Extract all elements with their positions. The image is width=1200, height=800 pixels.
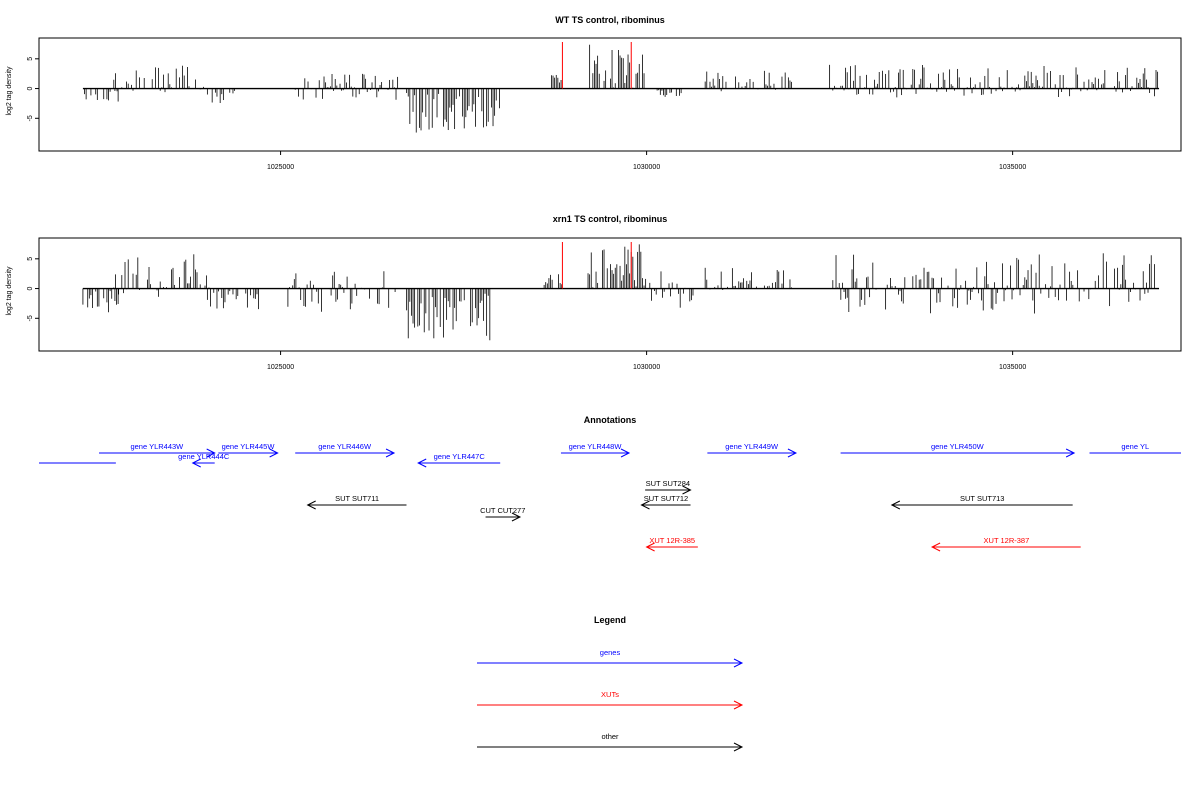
feature-label: gene YL <box>1121 442 1149 451</box>
feature-label: CUT CUT277 <box>480 506 525 515</box>
legend-label: genes <box>600 648 621 657</box>
feature-sut-sut711: SUT SUT711 <box>306 494 407 510</box>
arrowhead-left <box>306 500 316 510</box>
arrowhead-left <box>930 542 941 552</box>
feature-label: gene YLR447C <box>434 452 486 461</box>
legend-arrowhead <box>733 658 744 668</box>
feature-label: gene YLR450W <box>931 442 985 451</box>
feature-gene-ylr446w: gene YLR446W <box>295 442 396 458</box>
feature-label: gene YLR449W <box>725 442 779 451</box>
feature-xut-12r-387: XUT 12R-387 <box>930 536 1081 552</box>
arrowhead-right <box>787 448 798 458</box>
legend-item-xuts: XUTs <box>477 690 744 710</box>
arrowhead-right <box>269 448 279 458</box>
y-axis-label: log2 tag density <box>6 266 13 316</box>
legend-label: other <box>601 732 619 741</box>
legend-title: Legend <box>594 615 626 625</box>
feature-gene-ylr443w: gene YLR443W <box>99 442 216 458</box>
feature-label: SUT SUT712 <box>644 494 688 503</box>
arrowhead-right <box>1065 448 1076 458</box>
feature-label: XUT 12R-387 <box>984 536 1030 545</box>
arrowhead-right <box>206 448 216 458</box>
feature-label: SUT SUT713 <box>960 494 1004 503</box>
x-tick-label: 1035000 <box>999 164 1026 171</box>
feature-gene-ylr449w: gene YLR449W <box>707 442 798 458</box>
feature-gene-ylr447c: gene YLR447C <box>417 452 501 468</box>
x-tick-label: 1030000 <box>633 364 660 371</box>
arrowhead-left <box>645 542 655 552</box>
legend: Legend genes XUTs other <box>477 615 744 752</box>
plot-frame <box>38 237 1182 352</box>
arrowhead-right <box>620 448 631 458</box>
arrowhead-right <box>682 485 692 495</box>
legend-arrowhead <box>733 700 744 710</box>
y-tick-label: 5 <box>27 257 34 261</box>
y-tick-label: -5 <box>27 315 34 321</box>
arrowhead-left <box>191 458 201 468</box>
feature-label: XUT 12R-385 <box>649 536 695 545</box>
feature-label: SUT SUT284 <box>646 479 690 488</box>
feature-label: gene YLR443W <box>130 442 184 451</box>
feature-gene-ylr444c: gene YLR444C <box>178 452 230 468</box>
feature-label: SUT SUT711 <box>335 494 379 503</box>
feature-sut-sut712: SUT SUT712 <box>640 494 691 510</box>
feature-sut-sut284: SUT SUT284 <box>645 479 692 495</box>
feature-sut-sut713: SUT SUT713 <box>890 494 1073 510</box>
panel-title: xrn1 TS control, ribominus <box>553 214 668 224</box>
arrowhead-right <box>385 448 396 458</box>
feature-label: gene YLR448W <box>569 442 623 451</box>
feature-gene-ylr450w: gene YLR450W <box>840 442 1076 458</box>
xrn1-density-panel: xrn1 TS control, ribominus log2 tag dens… <box>6 214 1182 371</box>
feature-gene-yl: gene YL <box>1089 442 1181 454</box>
arrowhead-right <box>511 512 522 522</box>
arrowhead-left <box>640 500 650 510</box>
y-tick-label: 0 <box>27 287 34 291</box>
feature-gene-ylr445w: gene YLR445W <box>218 442 279 458</box>
x-tick-label: 1025000 <box>267 164 294 171</box>
wt-density-panel: WT TS control, ribominus log2 tag densit… <box>6 15 1182 171</box>
feature-gene-ylr448w: gene YLR448W <box>560 442 631 458</box>
legend-label: XUTs <box>601 690 619 699</box>
x-tick-label: 1025000 <box>267 364 294 371</box>
y-tick-label: 5 <box>27 57 34 61</box>
x-tick-label: 1035000 <box>999 364 1026 371</box>
feature-label: gene YLR445W <box>222 442 276 451</box>
legend-arrowhead <box>733 742 744 752</box>
y-tick-label: -5 <box>27 115 34 121</box>
plot-frame <box>38 37 1182 152</box>
y-axis-label: log2 tag density <box>6 66 13 116</box>
legend-item-genes: genes <box>477 648 744 668</box>
legend-item-other: other <box>477 732 744 752</box>
feature-label: gene YLR444C <box>178 452 230 461</box>
feature-cut-cut277: CUT CUT277 <box>480 506 525 522</box>
y-tick-label: 0 <box>27 87 34 91</box>
x-tick-label: 1030000 <box>633 164 660 171</box>
feature-label: gene YLR446W <box>318 442 372 451</box>
panel-title: WT TS control, ribominus <box>555 15 665 25</box>
arrowhead-left <box>417 458 427 468</box>
arrowhead-left <box>890 500 901 510</box>
annotations-title: Annotations <box>584 415 637 425</box>
feature-xut-12r-385: XUT 12R-385 <box>645 536 698 552</box>
